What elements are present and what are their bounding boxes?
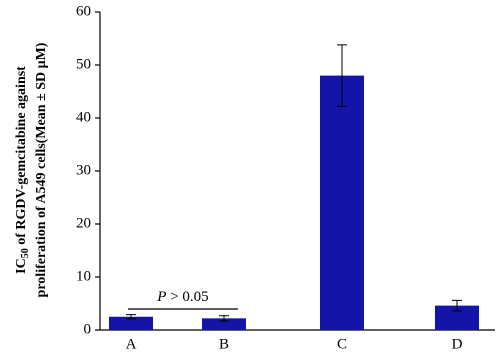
y-tick-label: 0 bbox=[84, 321, 92, 337]
bar bbox=[109, 316, 153, 330]
y-label-line: IC50 of RGDV-gemcitabine against bbox=[14, 66, 31, 274]
error-bar bbox=[337, 44, 347, 107]
annotation: P > 0.05 bbox=[156, 289, 208, 305]
y-label-sub: 50 bbox=[20, 248, 31, 258]
y-tick-label: 10 bbox=[76, 268, 91, 284]
error-bar bbox=[126, 314, 136, 320]
bar bbox=[320, 75, 364, 330]
annotation-part: P bbox=[156, 289, 166, 305]
annotation-part: > 0.05 bbox=[166, 289, 208, 305]
x-tick-label: C bbox=[337, 336, 347, 352]
x-tick-label: A bbox=[126, 336, 137, 352]
error-bar bbox=[219, 315, 229, 322]
y-label-part: of RGDV-gemcitabine against bbox=[14, 66, 29, 248]
y-tick-label: 30 bbox=[76, 162, 91, 178]
bar bbox=[202, 318, 246, 330]
y-tick-label: 40 bbox=[76, 109, 91, 125]
y-tick-label: 50 bbox=[76, 56, 91, 72]
y-tick-label: 20 bbox=[76, 215, 91, 231]
y-tick-label: 60 bbox=[76, 3, 91, 19]
y-axis-label: IC50 of RGDV-gemcitabine against prolife… bbox=[14, 42, 49, 297]
x-tick-label: B bbox=[219, 336, 229, 352]
error-bar bbox=[452, 299, 462, 312]
y-label-part: IC bbox=[14, 258, 29, 274]
y-label-line: proliferation of A549 cells(Mean ± SD μM… bbox=[34, 42, 49, 297]
x-tick-label: D bbox=[452, 336, 463, 352]
